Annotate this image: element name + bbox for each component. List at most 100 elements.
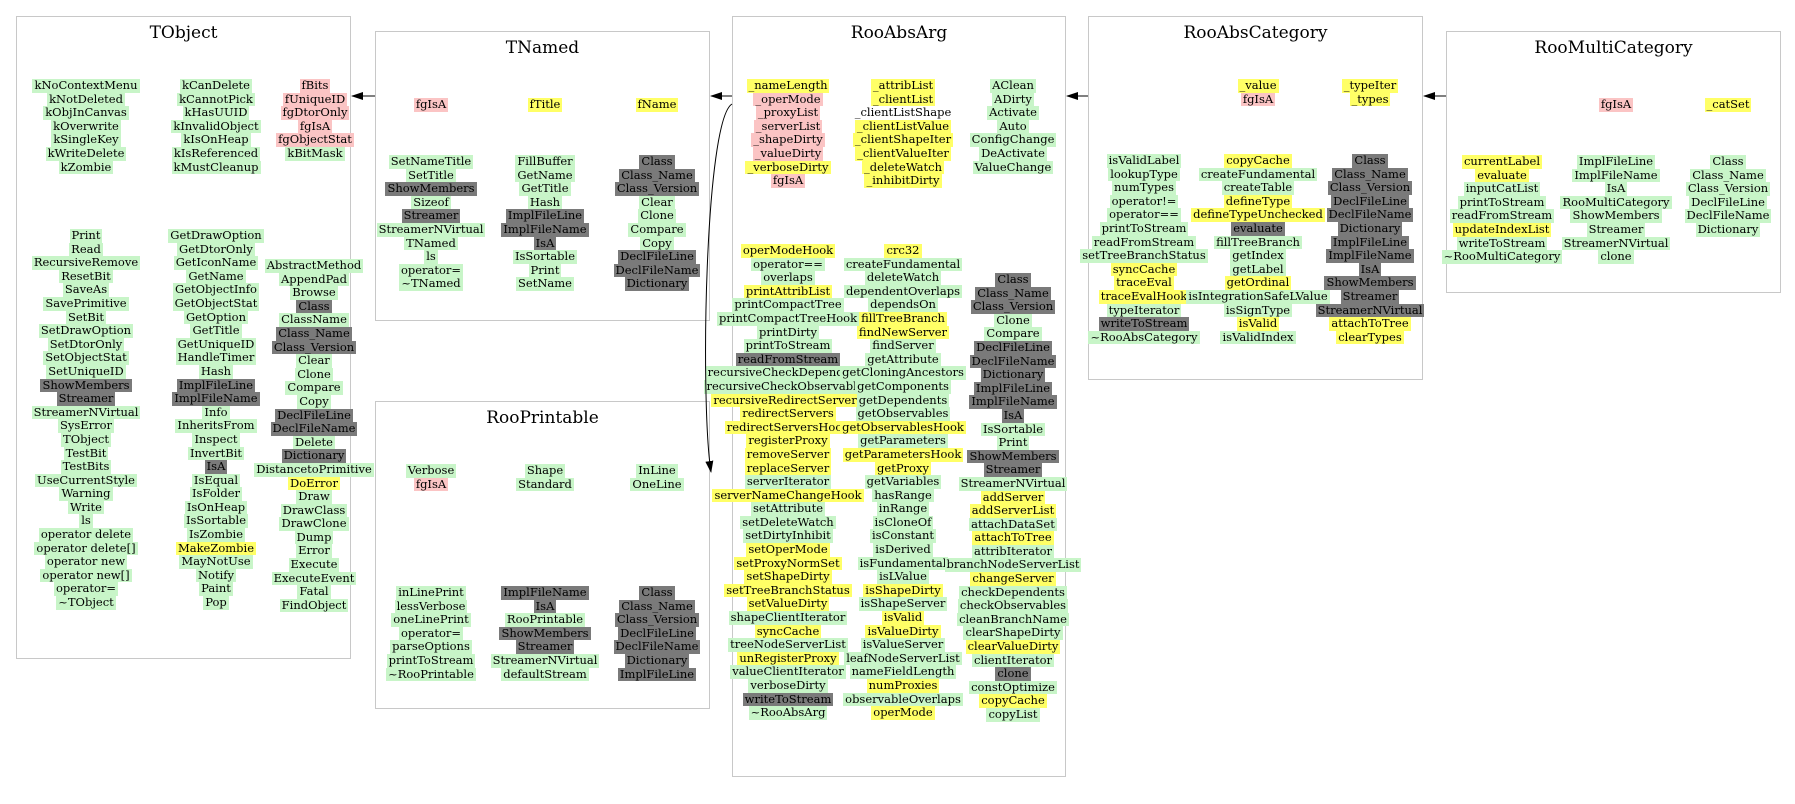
class-member: _verboseDirty [745, 159, 831, 175]
class-member: setTreeBranchStatus [1080, 248, 1208, 263]
class-member: checkObservables [957, 598, 1069, 613]
class-member: Hash [198, 363, 234, 379]
class-member: parseOptions [390, 639, 472, 654]
class-member: defineTypeUnchecked [1191, 207, 1325, 222]
data-member-column: _catSet [1674, 98, 1782, 112]
class-member: ImplFileName [1326, 248, 1414, 263]
class-member: SetDtorOnly [47, 336, 125, 352]
class-member: GetDtorOnly [177, 241, 255, 257]
class-member: Class_Version [614, 181, 700, 196]
class-member: createFundamental [843, 256, 963, 272]
class-member: Paint [199, 581, 233, 597]
class-member: StreamerNVirtual [1561, 235, 1671, 251]
class-member: isShapeServer [858, 596, 948, 612]
class-member: _clientShapeIter [852, 132, 954, 147]
class-member: SetDrawOption [38, 323, 134, 338]
class-member: IsSortable [512, 249, 578, 264]
class-member: getAttribute [865, 351, 941, 367]
class-member: GetDrawOption [168, 228, 264, 243]
class-member: TObject [61, 431, 111, 447]
class-member: isValidLabel [1106, 153, 1182, 168]
class-member: Notify [195, 567, 237, 583]
class-member: Print [528, 262, 562, 278]
class-member: Read [69, 241, 103, 257]
method-column: ImplFileLine ImplFileName IsA RooMultiCateg… [1560, 154, 1672, 264]
class-member: printToStream [743, 338, 833, 353]
class-member: shapeClientIterator [728, 610, 848, 625]
class-member: ImplFileName [969, 394, 1057, 409]
inherit-arrow-rooabsarg-rooprintable [705, 103, 733, 473]
class-member: Class_Name [619, 598, 695, 614]
class-member: ShowMembers [967, 448, 1059, 464]
class-member: dependsOn [868, 297, 938, 312]
class-member: ImplFileLine [1576, 154, 1656, 169]
class-member: IsZombie [186, 527, 246, 542]
method-column: crc32 createFundamental deleteWatch depende… [840, 243, 966, 720]
class-member: unRegisterProxy [737, 650, 839, 666]
class-member: kBitMask [285, 145, 345, 161]
class-member: getObservablesHook [840, 419, 966, 435]
data-member-column: _typeIter _types [1316, 79, 1424, 107]
class-member: Clone [295, 366, 333, 382]
class-member: SaveAs [62, 282, 110, 297]
class-member: setDeleteWatch [740, 514, 836, 530]
class-member: Dictionary [281, 448, 347, 463]
class-member: Inspect [192, 431, 240, 447]
class-member: kIsReferenced [171, 145, 261, 161]
class-member: AbstractMethod [264, 258, 364, 273]
class-member: Auto [997, 118, 1029, 134]
class-member: _clientListShape [854, 105, 952, 120]
class-title: TNamed [505, 38, 580, 58]
class-member: setDirtyInhibit [743, 528, 833, 544]
class-member: Class_Version [614, 612, 700, 627]
class-member: getComponents [855, 378, 951, 394]
class-member: inputCatList [1463, 181, 1541, 196]
class-member: SavePrimitive [43, 295, 129, 311]
class-member: operator new [44, 554, 128, 569]
class-member: lessVerbose [394, 598, 468, 614]
class-title: RooPrintable [486, 408, 599, 428]
class-member: Streamer [1340, 288, 1400, 304]
method-column: inLinePrint lessVerbose oneLinePrint operat… [376, 586, 486, 682]
class-member: fgDtorOnly [280, 105, 350, 120]
data-member-column: fgIsA [376, 98, 486, 112]
class-member: fBits [299, 78, 331, 93]
class-member: numTypes [1112, 180, 1176, 195]
class-title: RooAbsCategory [1183, 23, 1328, 43]
class-member: ImplFileLine [617, 666, 697, 682]
class-member: Hash [527, 194, 563, 210]
class-member: kCanDelete [180, 78, 252, 93]
class-member: attachDataSet [969, 516, 1057, 532]
class-member: isFundamental [857, 555, 949, 571]
class-member: ResetBit [59, 268, 113, 284]
class-member: GetName [515, 167, 575, 183]
class-member: fillTreeBranch [1214, 234, 1302, 250]
class-member: fgIsA [297, 118, 333, 134]
class-member: crc32 [884, 243, 922, 258]
class-member: _attribList [870, 78, 936, 93]
class-member: _catSet [1704, 97, 1752, 112]
class-member: syncCache [754, 623, 822, 639]
class-member: GetIconName [173, 255, 259, 270]
class-member: operModeHook [740, 243, 836, 258]
class-member: GetObjectInfo [173, 282, 259, 297]
class-member: clearValueDirty [965, 639, 1061, 654]
class-member: StreamerNVirtual [490, 652, 600, 668]
class-member: TestBits [60, 459, 112, 474]
class-member: IsSortable [183, 513, 249, 529]
class-member: Delete [293, 434, 335, 450]
class-member: SysError [57, 418, 115, 433]
class-member: isValueDirty [865, 623, 941, 639]
class-member: Class_Version [271, 339, 357, 355]
enum-column: kNoContextMenu kNotDeleted kObjInCanvas kOv… [17, 78, 155, 175]
class-member: printToStream [1457, 194, 1547, 210]
class-member: fgIsA [413, 476, 449, 492]
class-member: getParameters [858, 433, 948, 448]
class-member: InvertBit [187, 445, 245, 461]
class-member: IsEqual [191, 472, 241, 488]
class-member: kWriteDelete [45, 145, 127, 161]
data-member-column: InLine OneLine [603, 464, 711, 492]
class-member: kNoContextMenu [32, 78, 140, 93]
class-member: Fatal [297, 584, 331, 599]
class-member: Print [996, 435, 1030, 450]
